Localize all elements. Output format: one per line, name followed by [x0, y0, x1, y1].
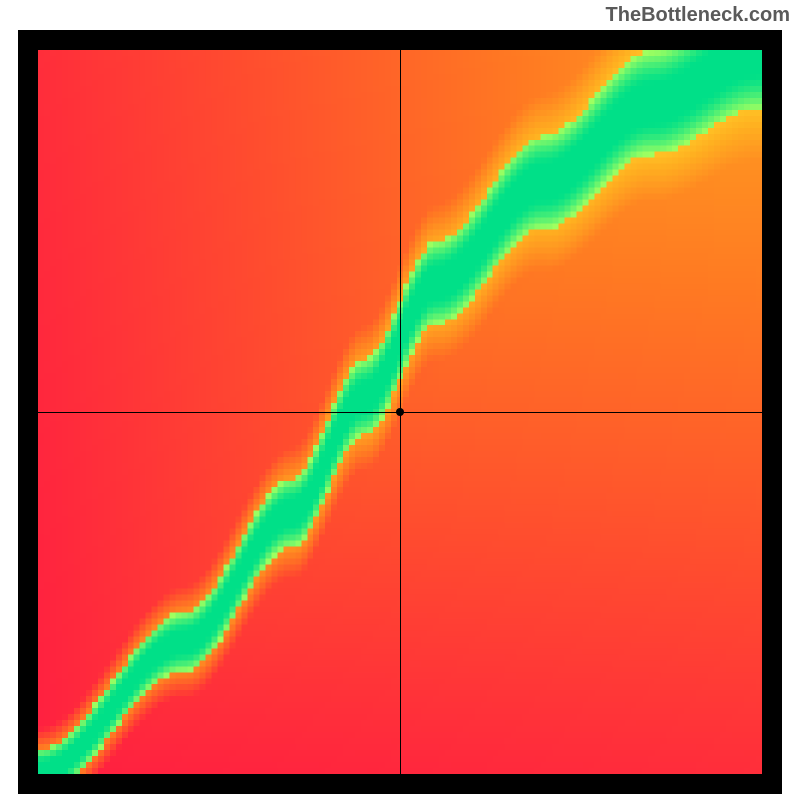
operating-point-marker: [396, 408, 404, 416]
plot-frame: [18, 30, 782, 794]
watermark-text: TheBottleneck.com: [606, 4, 790, 27]
